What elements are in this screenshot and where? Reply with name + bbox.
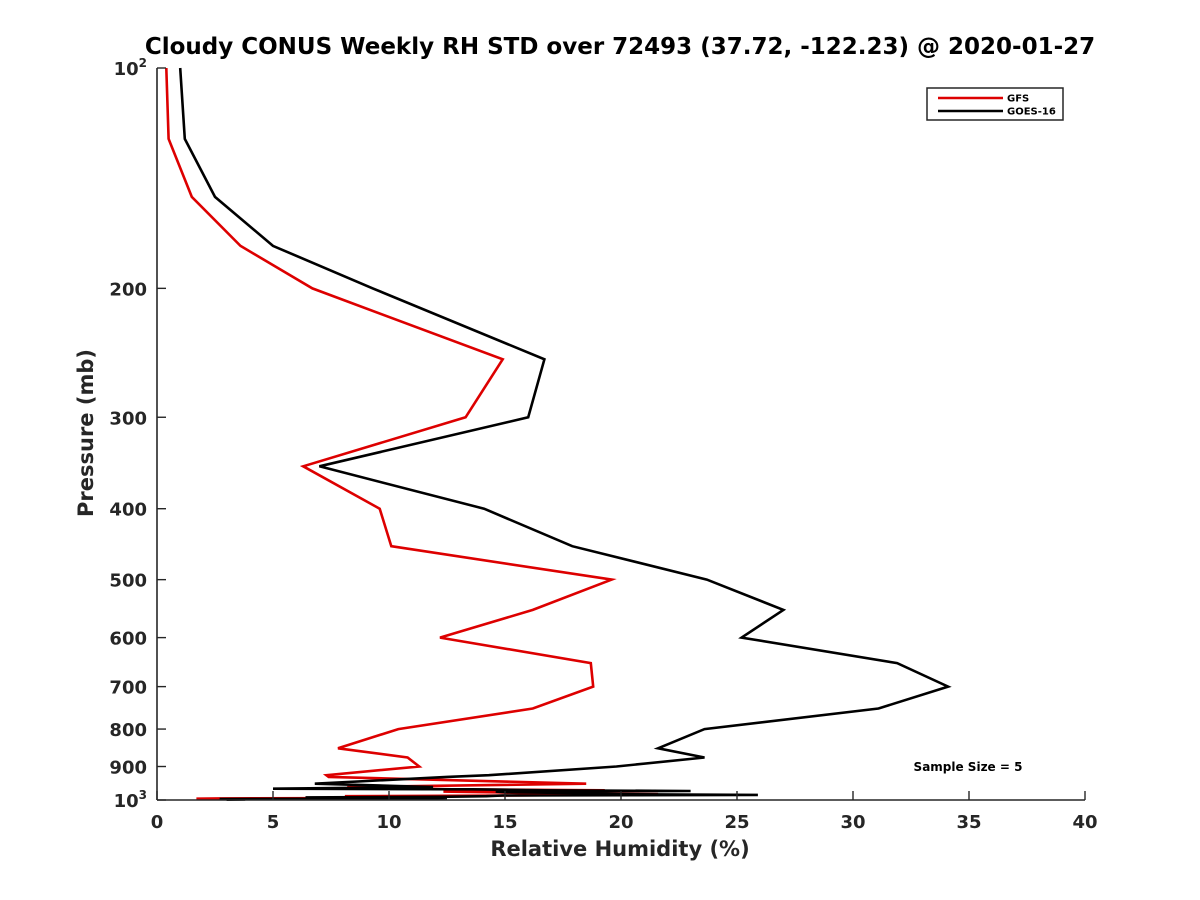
legend-box	[926, 87, 1064, 121]
y-tick-label: 700	[109, 678, 147, 699]
y-tick-label: 600	[109, 629, 147, 650]
x-tick-label: 0	[151, 812, 164, 833]
x-axis-label: Relative Humidity (%)	[490, 837, 749, 861]
y-tick-label: 200	[109, 279, 147, 300]
y-tick-label: 400	[109, 500, 147, 521]
x-tick-label: 25	[724, 812, 749, 833]
legend-label-0: GFS	[1007, 94, 1029, 105]
y-tick-label: 900	[109, 758, 147, 779]
y-tick-label: 102	[114, 56, 147, 80]
axis-ticks: 0 5 10 15 20 25 30 35 40 102 200 300 400 500 600 700 800…	[109, 56, 1097, 833]
legend: GFS GOES-16	[926, 87, 1064, 121]
sample-size-annotation: Sample Size = 5	[914, 760, 1023, 774]
x-tick-label: 5	[267, 812, 280, 833]
x-tick-label: 40	[1072, 812, 1097, 833]
series-line-0	[165, 67, 659, 801]
x-tick-label: 30	[840, 812, 865, 833]
y-tick-label: 500	[109, 571, 147, 592]
chart-title: Cloudy CONUS Weekly RH STD over 72493 (3…	[145, 34, 1095, 60]
x-tick-label: 35	[956, 812, 981, 833]
series-line-1	[178, 67, 952, 801]
y-axis-label: Pressure (mb)	[74, 349, 98, 517]
plot-axes	[156, 68, 1085, 801]
x-tick-label: 15	[492, 812, 517, 833]
legend-label-1: GOES-16	[1007, 107, 1056, 118]
y-tick-label: 103	[114, 788, 147, 812]
y-tick-label: 800	[109, 720, 147, 741]
series-layer	[165, 67, 952, 801]
x-tick-label: 10	[376, 812, 401, 833]
y-tick-label: 300	[109, 408, 147, 429]
x-tick-label: 20	[608, 812, 633, 833]
